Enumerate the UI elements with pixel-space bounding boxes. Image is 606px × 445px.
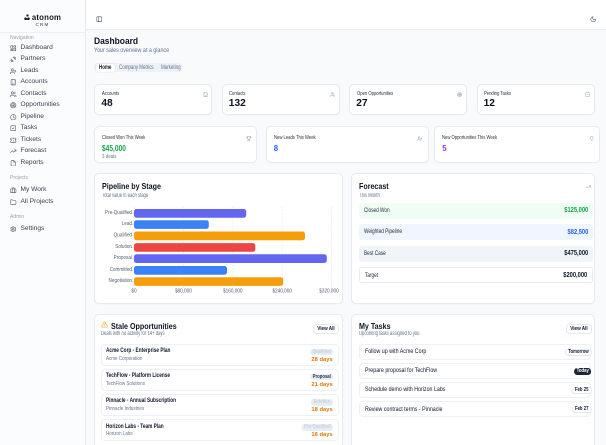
svg-text:$0: $0 <box>132 288 137 294</box>
svg-text:Pre-Qualified: Pre-Qualified <box>105 209 132 216</box>
svg-text:Lead: Lead <box>122 221 132 228</box>
svg-text:$240,000: $240,000 <box>273 288 293 294</box>
svg-text:Committed: Committed <box>110 266 132 273</box>
svg-text:$320,000: $320,000 <box>320 288 340 294</box>
svg-text:$80,000: $80,000 <box>175 288 192 294</box>
svg-text:Negotiation: Negotiation <box>109 278 133 285</box>
svg-text:Proposal: Proposal <box>114 255 132 262</box>
svg-text:Solution: Solution <box>116 244 133 251</box>
svg-text:$160,000: $160,000 <box>223 288 243 294</box>
svg-text:Qualified: Qualified <box>114 232 132 239</box>
